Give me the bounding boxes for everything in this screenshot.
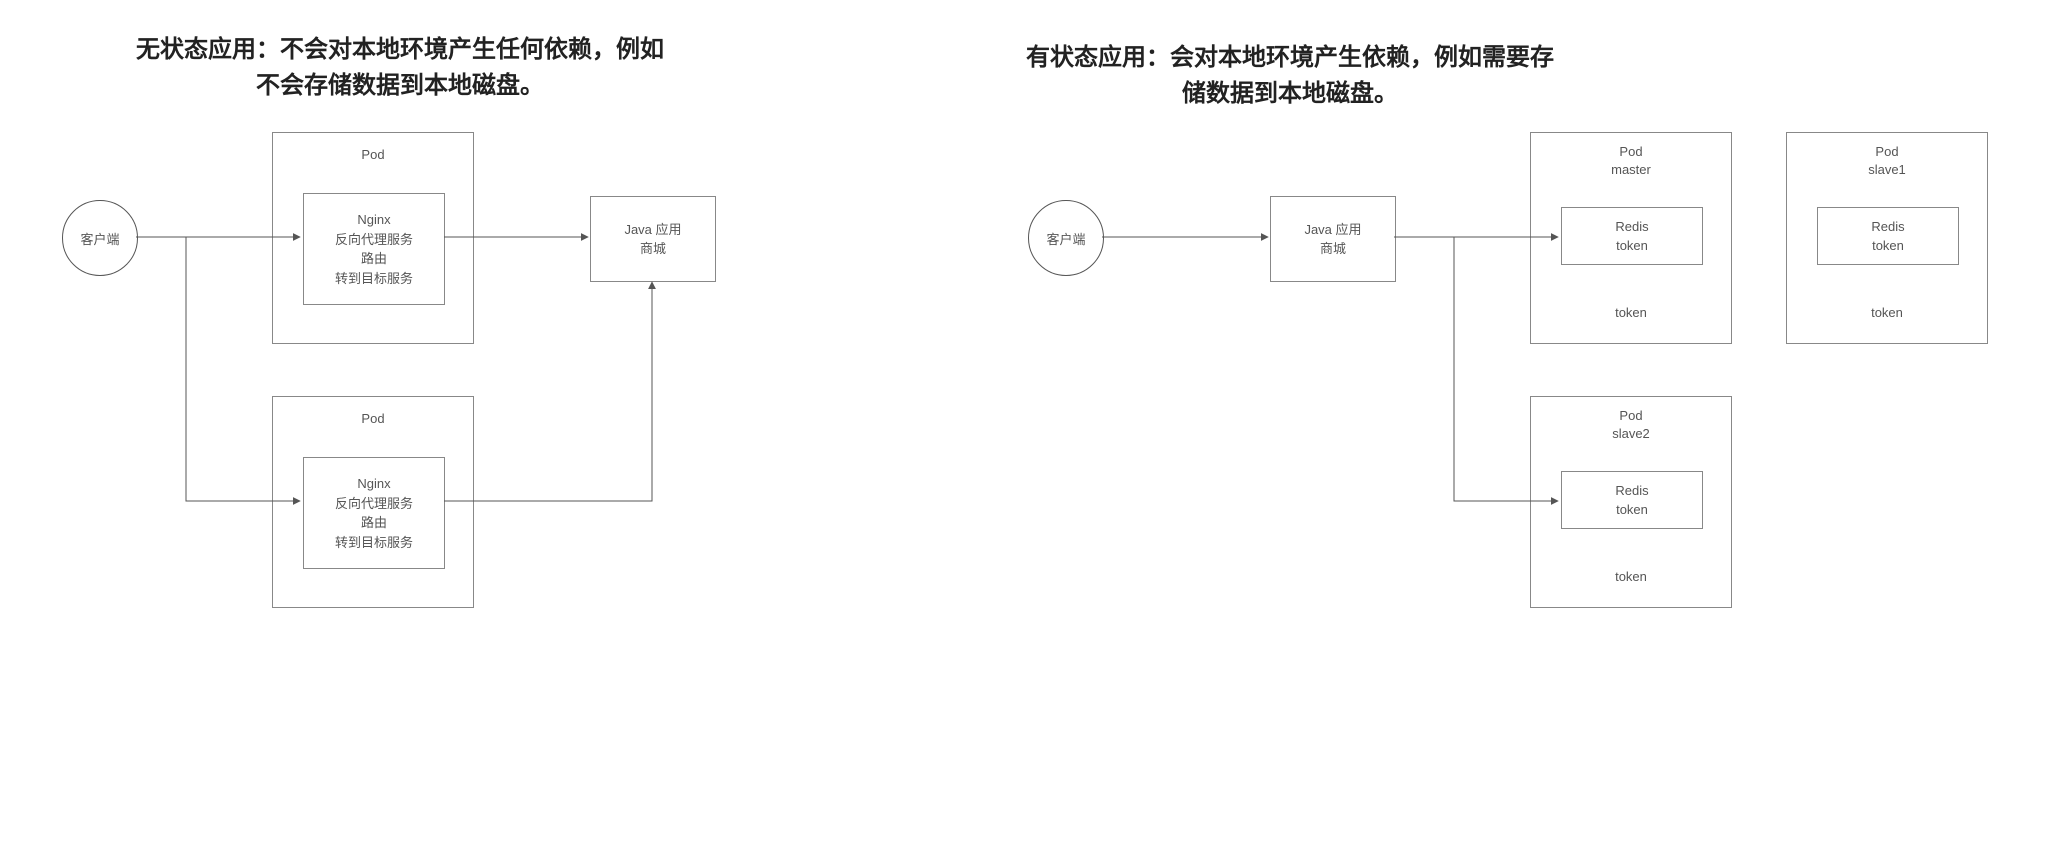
right-pod-slave1-inner: Redis token [1817, 207, 1959, 265]
right-pod-master-inner: Redis token [1561, 207, 1703, 265]
left-java-node: Java 应用 商城 [590, 196, 716, 282]
left-pod1-inner: Nginx 反向代理服务 路由 转到目标服务 [303, 193, 445, 305]
left-pod2-inner: Nginx 反向代理服务 路由 转到目标服务 [303, 457, 445, 569]
right-pod-slave1-label: Pod slave1 [1787, 143, 1987, 179]
right-pod-slave2-label: Pod slave2 [1531, 407, 1731, 443]
right-java-node: Java 应用 商城 [1270, 196, 1396, 282]
edge-left-pod2-java [444, 282, 652, 501]
left-pod2-label: Pod [273, 411, 473, 426]
left-pod1: Pod Nginx 反向代理服务 路由 转到目标服务 [272, 132, 474, 344]
right-pod-master-footer: token [1531, 305, 1731, 320]
left-client-node: 客户端 [62, 200, 138, 276]
left-client-label: 客户端 [80, 229, 119, 248]
right-client-node: 客户端 [1028, 200, 1104, 276]
left-pod2: Pod Nginx 反向代理服务 路由 转到目标服务 [272, 396, 474, 608]
right-pod-master: Pod master Redis token token [1530, 132, 1732, 344]
left-pod1-label: Pod [273, 147, 473, 162]
right-pod-slave2: Pod slave2 Redis token token [1530, 396, 1732, 608]
right-pod-slave2-footer: token [1531, 569, 1731, 584]
right-pod-slave1-footer: token [1787, 305, 1987, 320]
left-title: 无状态应用：不会对本地环境产生任何依赖，例如 不会存储数据到本地磁盘。 [70, 32, 730, 104]
right-pod-master-label: Pod master [1531, 143, 1731, 179]
right-pod-slave2-inner: Redis token [1561, 471, 1703, 529]
right-title: 有状态应用：会对本地环境产生依赖，例如需要存 储数据到本地磁盘。 [960, 40, 1620, 112]
right-pod-slave1: Pod slave1 Redis token token [1786, 132, 1988, 344]
right-client-label: 客户端 [1046, 229, 1085, 248]
diagram-canvas: 无状态应用：不会对本地环境产生任何依赖，例如 不会存储数据到本地磁盘。 客户端 … [0, 0, 2050, 842]
